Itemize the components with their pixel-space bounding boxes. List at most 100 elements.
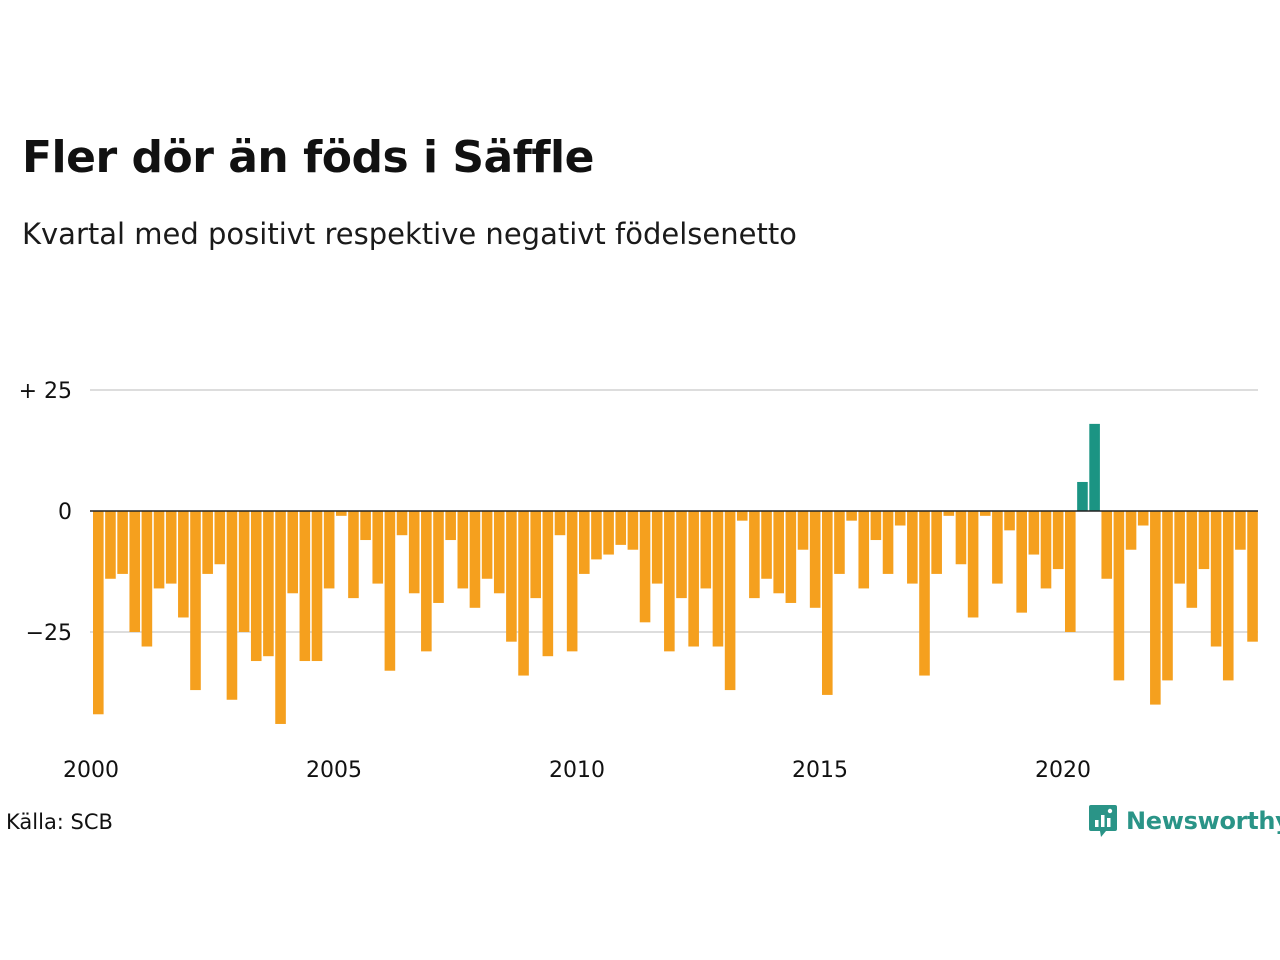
- bar: [1150, 511, 1161, 705]
- bar: [749, 511, 760, 599]
- bar: [421, 511, 432, 652]
- bar: [1247, 511, 1258, 642]
- bar: [919, 511, 930, 676]
- bar: [93, 511, 104, 715]
- bar: [700, 511, 712, 589]
- bar: [676, 511, 687, 599]
- bar: [1222, 511, 1234, 681]
- bar: [761, 511, 772, 579]
- y-tick-label: + 25: [19, 379, 72, 404]
- bars: [93, 423, 1258, 724]
- bar: [992, 511, 1003, 584]
- bar: [882, 511, 894, 574]
- bar: [287, 511, 298, 594]
- bar: [894, 511, 906, 526]
- y-axis-labels: + 25 0 −25: [19, 379, 72, 646]
- bar: [858, 511, 870, 589]
- bar: [1077, 481, 1088, 511]
- bar: [1113, 511, 1125, 681]
- bar: [481, 511, 493, 579]
- bar: [566, 511, 578, 652]
- bar: [967, 511, 979, 618]
- bar: [1040, 511, 1052, 589]
- bar: [1004, 511, 1015, 531]
- bar: [579, 511, 590, 574]
- bar: [299, 511, 311, 662]
- x-tick-label: 2010: [549, 758, 605, 783]
- bar: [955, 511, 967, 565]
- bar: [1065, 511, 1076, 632]
- bar: [1125, 511, 1137, 550]
- brand-name: Newsworthy: [1126, 807, 1280, 835]
- bar: [712, 511, 724, 647]
- bar: [1235, 511, 1246, 550]
- bar: [360, 511, 371, 541]
- bar: [542, 511, 554, 657]
- bar: [396, 511, 408, 536]
- bar: [238, 511, 250, 632]
- bar: [493, 511, 505, 594]
- bar: [591, 511, 602, 560]
- bar: [773, 511, 784, 594]
- bar: [214, 511, 226, 565]
- bar: [627, 511, 639, 550]
- bar: [384, 511, 396, 671]
- x-axis-labels: 2000 2005 2010 2015 2020: [63, 758, 1091, 783]
- bar: [1028, 511, 1040, 555]
- bar: [372, 511, 384, 584]
- bar-chart: + 25 0 −25 2000 2005 2010 2015 2020: [19, 379, 1258, 783]
- bar: [1089, 423, 1100, 511]
- bar: [408, 511, 420, 594]
- bar: [1137, 511, 1149, 526]
- bar: [263, 511, 274, 657]
- bar: [457, 511, 469, 589]
- chart-subtitle: Kvartal med positivt respektive negativt…: [22, 217, 797, 251]
- bar: [931, 511, 942, 574]
- bar: [870, 511, 882, 541]
- bar: [275, 511, 286, 724]
- bar: [518, 511, 529, 676]
- bar: [1198, 511, 1210, 570]
- bar: [979, 511, 991, 516]
- y-tick-label: −25: [26, 621, 72, 646]
- bar: [226, 511, 238, 700]
- bar: [603, 511, 614, 555]
- bar: [688, 511, 699, 647]
- bar: [445, 511, 456, 541]
- brand-logo: Newsworthy: [1088, 803, 1280, 839]
- bar: [178, 511, 189, 618]
- bar: [348, 511, 359, 599]
- bar: [165, 511, 177, 584]
- x-tick-label: 2015: [792, 758, 848, 783]
- bar: [129, 511, 141, 632]
- bar: [105, 511, 116, 579]
- bar: [651, 511, 663, 584]
- bar: [190, 511, 201, 691]
- bar: [1162, 511, 1173, 681]
- bar: [506, 511, 517, 642]
- bar: [797, 511, 809, 550]
- bar: [1174, 511, 1185, 584]
- bar: [433, 511, 444, 603]
- bar: [469, 511, 481, 608]
- bar: [250, 511, 262, 662]
- bar: [736, 511, 748, 521]
- source-note: Källa: SCB: [6, 810, 113, 834]
- bar: [323, 511, 335, 589]
- bar: [153, 511, 165, 589]
- bar: [822, 511, 833, 695]
- bar: [615, 511, 627, 545]
- bar: [311, 511, 323, 662]
- bar: [202, 511, 213, 574]
- bar: [664, 511, 675, 652]
- newsworthy-logo-icon: [1089, 805, 1117, 837]
- chart-title: Fler dör än föds i Säffle: [22, 132, 594, 183]
- bar: [1101, 511, 1113, 579]
- bar: [834, 511, 845, 574]
- bar: [907, 511, 918, 584]
- bar: [785, 511, 797, 603]
- bar: [1052, 511, 1064, 570]
- bar: [141, 511, 153, 647]
- bar: [1210, 511, 1222, 647]
- y-tick-label: 0: [58, 500, 72, 525]
